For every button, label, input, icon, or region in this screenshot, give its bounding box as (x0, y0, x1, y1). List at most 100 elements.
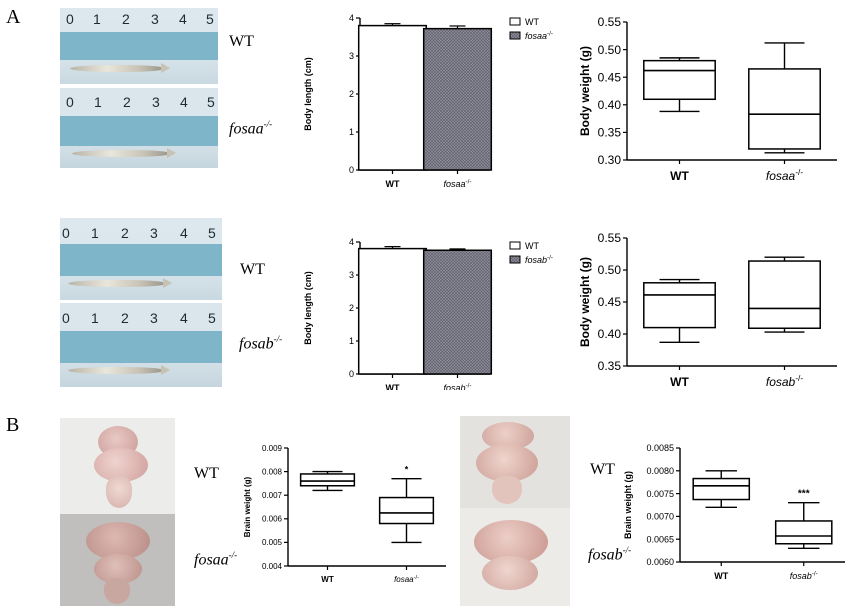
genotype-label-wt: WT (229, 33, 254, 50)
y-tick-label: 1 (349, 336, 354, 346)
box (692, 477, 751, 501)
bar-mutant (422, 249, 493, 375)
x-tick-label: fosaa-/- (444, 178, 472, 187)
ruler-num: 2 (121, 310, 129, 326)
bar-wt (357, 247, 428, 375)
ruler-num: 2 (121, 225, 129, 241)
fish-tail (161, 63, 170, 73)
fish-tail (167, 148, 176, 158)
ruler (60, 32, 218, 60)
y-tick-label: 0.0080 (646, 466, 674, 476)
genotype-label-wt: WT (240, 261, 265, 278)
ruler-num: 2 (123, 94, 131, 110)
ruler-num: 4 (180, 94, 188, 110)
brain-photo-fosab (460, 508, 570, 606)
ruler-num: 3 (152, 94, 160, 110)
y-tick-label: 0.0060 (646, 557, 674, 567)
y-tick-label: 0.0085 (646, 443, 674, 453)
genotype-label-fosaa: fosaa-/- (194, 550, 238, 569)
y-axis-label: Body length (cm) (303, 271, 313, 345)
panel-label-b: B (6, 414, 20, 436)
x-tick-label: fosab-/- (444, 382, 472, 390)
y-tick-label: 3 (349, 51, 354, 61)
ruler-num: 4 (180, 310, 188, 326)
brain-photo-wt-1 (60, 418, 175, 514)
box (643, 59, 716, 101)
y-tick-label: 0 (349, 165, 354, 175)
brain-weight-chart-fosab: 0.0060 0.0065 0.0070 0.0075 0.0080 0.0085 WT fo… (623, 443, 845, 581)
significance-marker: *** (798, 489, 810, 500)
x-tick-label: WT (670, 375, 689, 389)
y-axis-label: Body length (cm) (303, 57, 313, 131)
x-tick-label: WT (386, 383, 400, 390)
fish-photo-wt-1: 0 1 2 3 4 5 (60, 8, 218, 84)
ruler-num: 0 (66, 94, 74, 110)
fish-image (68, 280, 164, 287)
ruler-num: 1 (91, 225, 99, 241)
box (299, 473, 356, 487)
genotype-label-fosab: fosab-/- (588, 545, 632, 564)
ruler-num: 5 (206, 11, 214, 27)
ruler-num: 1 (93, 11, 101, 27)
fish-photo-wt-2: 0 1 2 3 4 5 (60, 218, 222, 300)
brain-image (86, 522, 150, 560)
legend-label: fosaa-/- (525, 30, 553, 41)
y-tick-label: 0.0075 (646, 489, 674, 499)
genotype-label-wt: WT (590, 461, 615, 478)
panel-label-a: A (6, 6, 21, 28)
body-length-chart-fosab: 0 1 2 3 4 WT fosab-/- Body length (cm) WT fosab-/… (303, 237, 553, 390)
x-tick-label: WT (714, 571, 728, 581)
x-tick-label: WT (386, 179, 400, 187)
box (774, 520, 833, 545)
brain-photo-wt-2 (460, 416, 570, 508)
y-tick-label: 0.0065 (646, 534, 674, 544)
y-tick-label: 0.45 (598, 295, 622, 309)
y-tick-label: 3 (349, 270, 354, 280)
x-tick-label: WT (670, 169, 689, 183)
ruler-num: 2 (122, 11, 130, 27)
y-tick-label: 0.55 (598, 15, 622, 29)
ruler-num: 5 (207, 94, 215, 110)
ruler-num: 0 (62, 310, 70, 326)
y-tick-label: 0.009 (262, 444, 283, 453)
fish-tail (161, 365, 170, 375)
genotype-label-fosab: fosab-/- (239, 334, 283, 353)
y-tick-label: 0.55 (598, 231, 622, 245)
y-tick-label: 2 (349, 303, 354, 313)
fish-image (70, 65, 162, 72)
x-tick-label: fosab-/- (766, 373, 803, 389)
x-tick-label: WT (321, 575, 334, 584)
y-axis-label: Brain weight (g) (623, 471, 633, 539)
legend-label: WT (525, 241, 539, 251)
brain-photo-fosaa (60, 514, 175, 606)
ruler-num: 4 (179, 11, 187, 27)
y-tick-label: 0.50 (598, 263, 622, 277)
bar-wt (357, 24, 428, 171)
legend-label: fosab-/- (525, 254, 553, 265)
box (748, 68, 821, 150)
genotype-label-fosaa: fosaa-/- (229, 119, 273, 138)
x-tick-label: fosaa-/- (394, 575, 419, 584)
brain-weight-chart-fosaa: 0.004 0.005 0.006 0.007 0.008 0.009 WT fosaa-/-… (243, 444, 446, 584)
y-tick-label: 0.50 (598, 43, 622, 57)
brain-image (104, 578, 130, 604)
brain-image (482, 556, 538, 590)
legend-swatch (509, 31, 521, 40)
y-tick-label: 0.0070 (646, 512, 674, 522)
brain-image (492, 476, 522, 504)
ruler-num: 5 (208, 225, 216, 241)
y-axis-label: Body weight (g) (578, 46, 592, 136)
ruler-num: 0 (62, 225, 70, 241)
ruler (60, 116, 218, 146)
fish-tail (163, 278, 172, 288)
legend-swatch (509, 17, 521, 26)
y-tick-label: 1 (349, 127, 354, 137)
ruler (60, 331, 222, 363)
legend-swatch (509, 241, 521, 250)
y-tick-label: 0.008 (262, 467, 283, 476)
bar-mutant (422, 27, 493, 171)
y-tick-label: 4 (349, 237, 354, 247)
y-axis-label: Body weight (g) (578, 257, 592, 347)
box (643, 282, 716, 329)
fish-photo-fosab: 0 1 2 3 4 5 (60, 303, 222, 387)
